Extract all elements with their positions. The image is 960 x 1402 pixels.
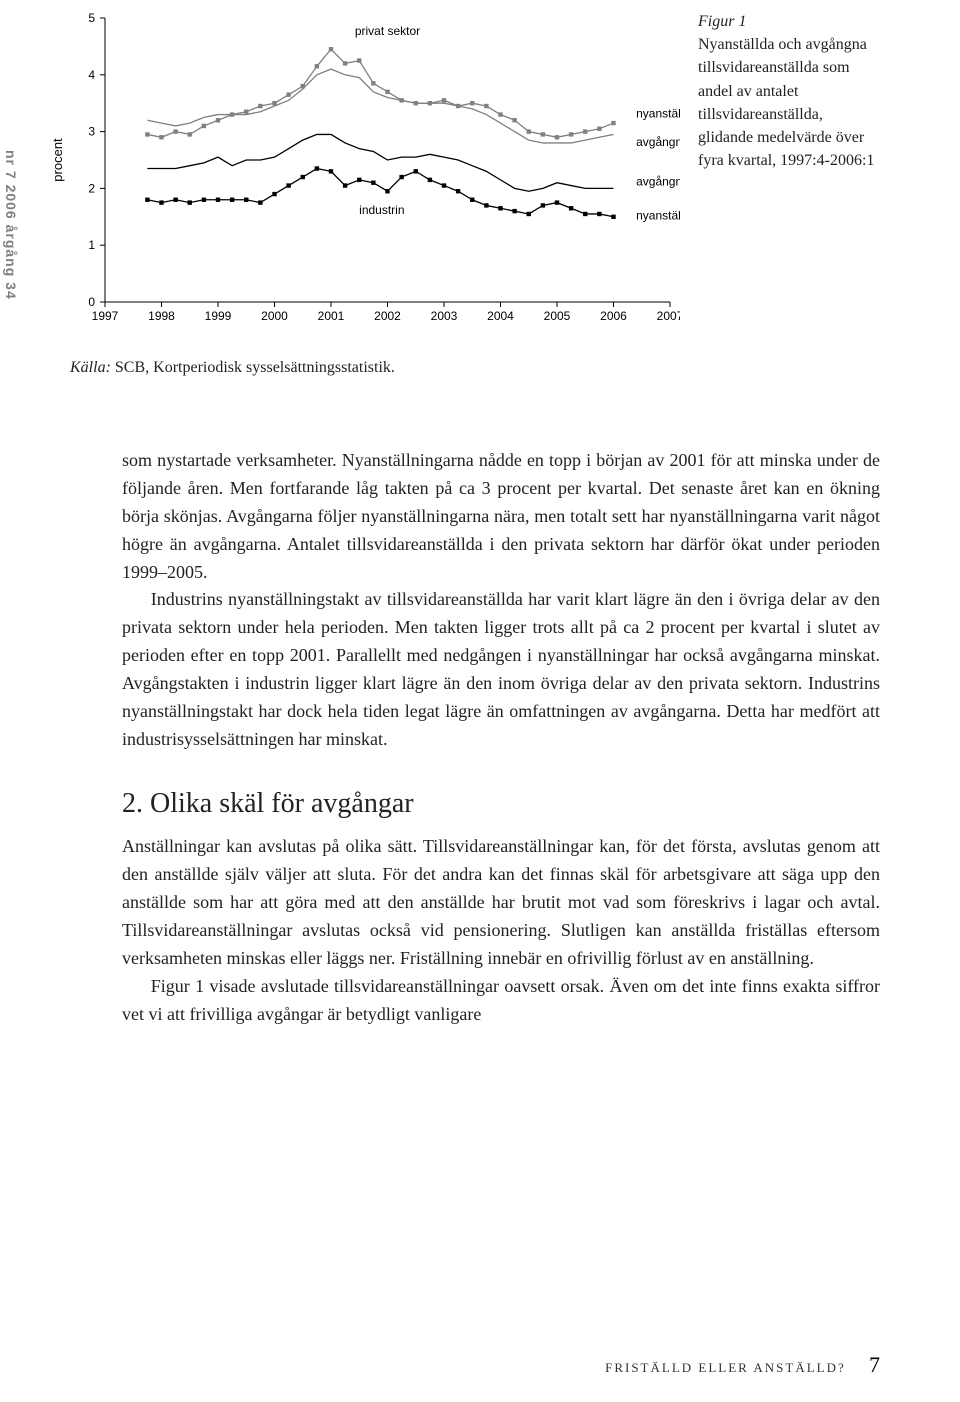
paragraph-2: Industrins nyanställningstakt av tillsvi… (122, 586, 880, 753)
section-heading: 2. Olika skäl för avgångar (122, 782, 880, 825)
svg-text:2005: 2005 (544, 309, 571, 323)
svg-text:avgångna: avgångna (636, 175, 680, 189)
svg-text:industrin: industrin (359, 203, 404, 217)
paragraph-3: Anställningar kan avslutas på olika sätt… (122, 833, 880, 972)
svg-text:3: 3 (88, 125, 95, 139)
margin-label: nr 7 2006 årgång 34 (3, 150, 19, 300)
svg-text:2: 2 (88, 181, 95, 195)
source-label: Källa: (70, 359, 111, 376)
svg-text:privat sektor: privat sektor (355, 24, 420, 38)
svg-text:nyanställda: nyanställda (636, 209, 680, 223)
svg-text:2002: 2002 (374, 309, 401, 323)
figure-caption: Figur 1 Nyanställda och avgångna tillsvi… (680, 10, 880, 172)
paragraph-1: som nystartade verksamheter. Nyanställni… (122, 447, 880, 586)
svg-text:0: 0 (88, 295, 95, 309)
svg-text:2006: 2006 (600, 309, 627, 323)
svg-text:5: 5 (88, 11, 95, 25)
svg-text:nyanställda: nyanställda (636, 106, 680, 120)
paragraph-4: Figur 1 visade avslutade tillsvidareanst… (122, 973, 880, 1029)
svg-text:4: 4 (88, 68, 95, 82)
line-chart: 0 1 2 3 4 5 1997 1998 1999 2000 2001 2002 2003 2004 20… (40, 10, 680, 330)
footer-text: FRISTÄLLD ELLER ANSTÄLLD? (605, 1360, 846, 1375)
svg-text:1: 1 (88, 238, 95, 252)
svg-text:2007: 2007 (657, 309, 680, 323)
figure-row: 0 1 2 3 4 5 1997 1998 1999 2000 2001 2002 2003 2004 20… (40, 10, 880, 335)
figure-label: Figur 1 (698, 13, 746, 30)
svg-text:1997: 1997 (92, 309, 119, 323)
svg-text:avgångna: avgångna (636, 135, 680, 149)
chart-source: Källa: SCB, Kortperiodisk sysselsättning… (70, 359, 880, 377)
figure-caption-text: Nyanställda och avgångna tillsvidareanst… (698, 36, 874, 169)
page-footer: FRISTÄLLD ELLER ANSTÄLLD? 7 (605, 1352, 880, 1378)
svg-text:2001: 2001 (318, 309, 345, 323)
body-text: som nystartade verksamheter. Nyanställni… (122, 447, 880, 1028)
svg-text:procent: procent (50, 138, 65, 182)
source-text: SCB, Kortperiodisk sysselsättningsstatis… (115, 359, 395, 376)
page-number: 7 (869, 1352, 880, 1377)
chart-container: 0 1 2 3 4 5 1997 1998 1999 2000 2001 2002 2003 2004 20… (40, 10, 680, 335)
svg-text:2004: 2004 (487, 309, 514, 323)
svg-text:2003: 2003 (431, 309, 458, 323)
svg-text:1998: 1998 (148, 309, 175, 323)
svg-text:2000: 2000 (261, 309, 288, 323)
svg-text:1999: 1999 (205, 309, 232, 323)
